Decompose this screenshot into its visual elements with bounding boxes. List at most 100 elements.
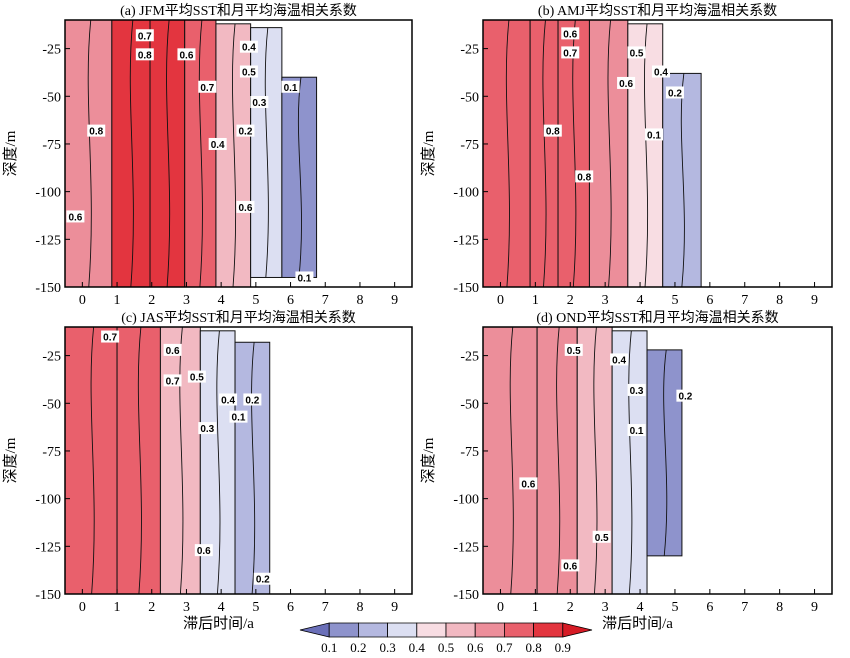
contour-label-bg xyxy=(561,46,580,59)
x-tick-label: 4 xyxy=(218,293,225,308)
plot-frame xyxy=(64,326,413,595)
contour-label-bg xyxy=(198,422,217,435)
y-tick-label: -25 xyxy=(42,43,61,58)
contour-label: 0.6 xyxy=(236,200,255,214)
contour-label: 0.2 xyxy=(243,393,262,406)
contour-line xyxy=(593,327,598,594)
contour-label-bg xyxy=(194,544,213,557)
contour-label: 0.2 xyxy=(665,86,684,99)
x-tick-label: 3 xyxy=(602,600,609,615)
contour-band xyxy=(111,20,151,287)
x-tick-label: 0 xyxy=(79,293,86,308)
contour-band xyxy=(149,20,186,287)
y-tick-label: -125 xyxy=(35,540,61,555)
contour-label-bg xyxy=(564,343,583,356)
contour-label-bg xyxy=(163,374,182,387)
contour-band xyxy=(662,72,702,287)
y-tick-label: -125 xyxy=(453,540,479,555)
contour-label-bg xyxy=(645,128,664,141)
contour-label: 0.7 xyxy=(561,46,580,59)
contour-band xyxy=(557,20,590,287)
contour-bands xyxy=(65,327,271,594)
contour-label-text: 0.4 xyxy=(242,43,256,54)
contour-label-bg xyxy=(627,423,646,436)
x-tick-label: 2 xyxy=(567,600,574,615)
contour-label: 0.1 xyxy=(295,271,314,284)
contour-line xyxy=(607,20,612,287)
contour-label: 0.5 xyxy=(187,370,206,384)
contour-band xyxy=(576,327,613,594)
contour-label-bg xyxy=(208,137,227,150)
contour-label-bg xyxy=(135,29,154,42)
x-tick-label: 8 xyxy=(776,600,783,615)
x-tick-label: 9 xyxy=(391,293,398,308)
contour-bands xyxy=(483,327,683,594)
contour-label-bg xyxy=(239,40,258,53)
contour-label-text: 0.6 xyxy=(238,203,252,214)
y-tick-label: -75 xyxy=(460,445,479,460)
x-tick-label: 1 xyxy=(114,600,121,615)
colorbar-tick-label: 0.5 xyxy=(438,640,454,653)
y-tick-label: -25 xyxy=(460,43,479,58)
contour-label-text: 0.1 xyxy=(630,426,644,437)
x-tick-label: 7 xyxy=(322,600,329,615)
x-tick-label: 6 xyxy=(287,293,294,308)
contour-line xyxy=(556,327,561,594)
y-axis-label: 深度/m xyxy=(420,130,437,176)
contour-label: 0.6 xyxy=(66,210,85,223)
contour-label-text: 0.5 xyxy=(630,48,644,59)
plot-frame xyxy=(482,326,833,595)
y-tick-label: -100 xyxy=(35,186,61,201)
panel-title: (b) AMJ平均SST和月平均海温相关系数 xyxy=(538,3,777,19)
contour-line xyxy=(542,20,547,287)
y-tick-label: -100 xyxy=(453,186,479,201)
contour-label-bg xyxy=(198,80,217,93)
colorbar-segment xyxy=(562,622,593,638)
contour-label-text: 0.4 xyxy=(654,67,668,78)
contour-line xyxy=(129,20,134,287)
contour-line xyxy=(297,77,302,278)
x-tick-label: 8 xyxy=(356,600,363,615)
contour-label: 0.6 xyxy=(194,544,213,557)
contour-label-bg xyxy=(236,200,255,213)
contour-label: 0.7 xyxy=(198,80,217,94)
x-tick-label: 9 xyxy=(811,293,818,308)
colorbar-segment xyxy=(299,622,330,638)
y-tick-label: -75 xyxy=(460,138,479,153)
colorbar-tick-label: 0.8 xyxy=(525,640,541,653)
panel-3: (c) JAS平均SST和月平均海温相关系数 -25 -50 -75 -100 -125 -… xyxy=(2,310,413,632)
x-tick-label: 2 xyxy=(148,293,155,308)
x-tick-label: 3 xyxy=(183,600,190,615)
contour-label: 0.6 xyxy=(561,559,580,572)
contour-label: 0.7 xyxy=(101,330,120,344)
contour-band xyxy=(588,20,629,287)
y-tick-label: -150 xyxy=(35,281,61,296)
contour-label-text: 0.2 xyxy=(238,127,252,138)
contour-label-text: 0.6 xyxy=(166,346,180,357)
panel-4: (d) OND平均SST和月平均海温相关系数 -25 -50 -75 -100 -125 -… xyxy=(420,310,833,632)
contour-label-bg xyxy=(101,330,120,343)
contour-label-text: 0.3 xyxy=(200,424,214,435)
x-tick-label: 9 xyxy=(811,600,818,615)
contour-label-text: 0.8 xyxy=(138,50,152,61)
contour-label-text: 0.5 xyxy=(242,67,256,78)
contour-line xyxy=(264,27,269,278)
contour-label-bg xyxy=(243,393,262,406)
contour-label: 0.3 xyxy=(627,383,646,397)
contour-label: 0.8 xyxy=(575,170,594,183)
x-tick-label: 1 xyxy=(532,293,539,308)
contour-label-bg xyxy=(187,370,206,383)
contour-label-bg xyxy=(229,410,248,423)
contour-line xyxy=(505,20,510,287)
contour-label-text: 0.1 xyxy=(297,273,311,284)
y-tick-label: -150 xyxy=(35,588,61,603)
y-tick-label: -50 xyxy=(460,397,479,412)
y-tick-label: -100 xyxy=(453,493,479,508)
colorbar-tick-label: 0.6 xyxy=(467,640,484,653)
x-tick-label: 0 xyxy=(79,600,86,615)
contour-label: 0.1 xyxy=(627,423,646,437)
contour-label-bg xyxy=(651,65,670,78)
colorbar-segment xyxy=(416,622,447,638)
panel-title: (a) JFM平均SST和月平均海温相关系数 xyxy=(120,3,357,19)
